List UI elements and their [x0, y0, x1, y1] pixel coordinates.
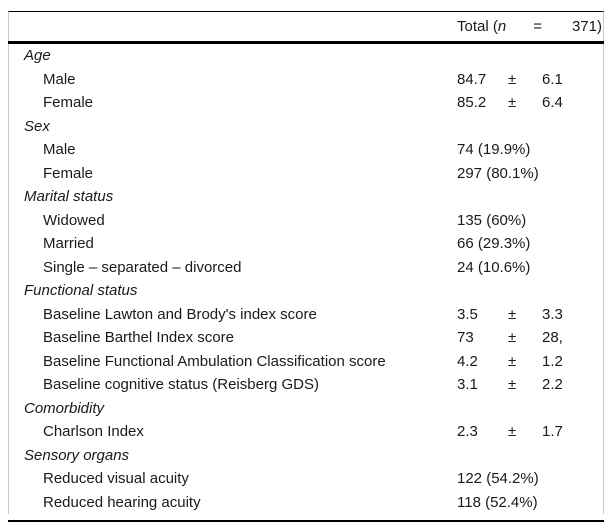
row-value: 3.5 ±3.3 [457, 303, 563, 327]
row-value: 297 (80.1%) [457, 164, 539, 182]
table-row: Charlson Index 2.3 ±1.7 [9, 420, 603, 444]
table-row: Reduced hearing acuity 118 (52.4%) [9, 491, 603, 515]
table-header-row: Total (n = 371) [9, 12, 603, 41]
plus-minus-sign: ± [508, 352, 517, 370]
row-label: Marital status [24, 188, 114, 205]
row-value: 73 ±28, [457, 326, 563, 350]
row-value: 74 (19.9%) [457, 141, 531, 158]
value-sd: 1.2 [542, 352, 563, 370]
table-row: Male 74 (19.9%) [9, 138, 603, 162]
table-row: Baseline Barthel Index score 73 ±28, [9, 326, 603, 350]
value-sd: 3.3 [542, 305, 563, 323]
row-label: Functional status [24, 282, 138, 299]
row-label: Baseline Barthel Index score [43, 329, 234, 346]
table-section-row: Sex [9, 115, 603, 139]
table-section-row: Marital status [9, 185, 603, 209]
value-mean: 4.2 [457, 352, 478, 370]
header-equals-sign: = [533, 18, 542, 35]
table-row: Baseline Lawton and Brody's index score 3… [9, 303, 603, 327]
value-mean: 85.2 [457, 94, 487, 111]
row-value: 4.2 ±1.2 [457, 350, 563, 374]
row-label: Reduced hearing acuity [43, 493, 201, 511]
value-sd: 6.4 [542, 94, 563, 111]
table-row: Reduced visual acuity 122 (54.2%) [9, 467, 603, 491]
row-label: Baseline Functional Ambulation Classific… [43, 352, 386, 370]
value-mean: 3.1 [457, 376, 478, 393]
row-label: Single – separated – divorced [43, 258, 242, 276]
table-body: Age Male 84.7 ±6.1 Female 85.2 ±6.4 Sex Male 74 (… [9, 44, 603, 514]
header-total-prefix: Total ( [457, 18, 498, 35]
row-value: 118 (52.4%) [457, 493, 538, 511]
row-label: Reduced visual acuity [43, 470, 189, 487]
row-value: 122 (54.2%) [457, 470, 539, 487]
table-section-row: Sensory organs [9, 444, 603, 468]
table-row: Baseline Functional Ambulation Classific… [9, 350, 603, 374]
bottom-rule [8, 520, 604, 522]
value-mean: 3.5 [457, 305, 478, 323]
row-label: Charlson Index [43, 423, 144, 440]
row-label: Baseline cognitive status (Reisberg GDS) [43, 376, 319, 393]
row-value: 135 (60%) [457, 211, 527, 229]
table-row: Single – separated – divorced 24 (10.6%) [9, 256, 603, 280]
table-section-row: Age [9, 44, 603, 68]
header-n-value: 371) [571, 18, 602, 35]
table-row: Male 84.7 ±6.1 [9, 68, 603, 92]
row-value: 24 (10.6%) [457, 258, 531, 276]
row-label: Female [43, 164, 94, 182]
value-sd: 2.2 [542, 376, 563, 393]
row-label: Married [43, 235, 94, 252]
value-mean: 2.3 [457, 423, 478, 440]
table-row: Female 297 (80.1%) [9, 162, 603, 186]
plus-minus-sign: ± [508, 376, 517, 393]
value-mean: 73 [457, 329, 474, 346]
table-row: Baseline cognitive status (Reisberg GDS)… [9, 373, 603, 397]
row-value: 85.2 ±6.4 [457, 91, 563, 115]
row-label: Sex [24, 117, 50, 135]
row-value: 84.7 ±6.1 [457, 68, 563, 92]
value-sd: 28, [542, 329, 563, 346]
table-row: Female 85.2 ±6.4 [9, 91, 603, 115]
row-value: 2.3 ±1.7 [457, 420, 563, 444]
row-value: 3.1 ±2.2 [457, 373, 563, 397]
table-section-row: Comorbidity [9, 397, 603, 421]
plus-minus-sign: ± [508, 305, 517, 323]
plus-minus-sign: ± [508, 329, 517, 346]
value-mean: 84.7 [457, 70, 487, 88]
row-label: Female [43, 94, 94, 111]
header-divider-rule [8, 41, 604, 44]
table-row: Widowed 135 (60%) [9, 209, 603, 233]
value-sd: 1.7 [542, 423, 563, 440]
plus-minus-sign: ± [508, 70, 517, 88]
summary-table: Total (n = 371) Age Male 84.7 ±6.1 Female 85.2 ±… [8, 11, 604, 514]
row-label: Widowed [43, 211, 105, 229]
row-value: 66 (29.3%) [457, 235, 531, 252]
row-label: Age [24, 47, 51, 64]
plus-minus-sign: ± [508, 94, 517, 111]
header-n-symbol: n [497, 18, 507, 35]
row-label: Male [43, 141, 76, 158]
value-sd: 6.1 [542, 70, 563, 88]
row-label: Comorbidity [24, 399, 105, 417]
row-label: Baseline Lawton and Brody's index score [43, 305, 317, 323]
table-section-row: Functional status [9, 279, 603, 303]
row-label: Male [43, 70, 76, 88]
table-row: Married 66 (29.3%) [9, 232, 603, 256]
row-label: Sensory organs [24, 446, 130, 464]
plus-minus-sign: ± [508, 423, 517, 440]
